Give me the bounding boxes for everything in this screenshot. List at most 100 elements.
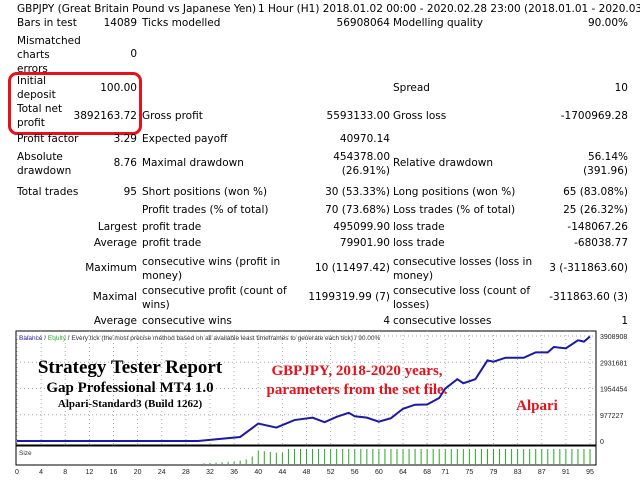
size-label: Size	[19, 450, 32, 457]
size-plot-frame	[15, 445, 597, 466]
total-trades-value: 95	[123, 186, 137, 198]
x-tick-label: 44	[278, 469, 286, 476]
total-trades-label: Total trades	[17, 186, 79, 198]
overlay-note-1: GBPJPY, 2018-2020 years,	[271, 363, 442, 379]
gross-profit-label: Gross profit	[142, 110, 203, 122]
x-tick-label: 36	[230, 469, 238, 476]
bars-value: 14089	[103, 17, 137, 29]
abs-drawdown-value: 8.76	[113, 157, 137, 169]
x-tick-label: 79	[490, 469, 498, 476]
max-losses-label: consecutive losses (loss in money)	[393, 256, 533, 282]
x-tick-label: 28	[182, 469, 190, 476]
ticks-label: Ticks modelled	[142, 17, 221, 29]
x-tick-label: 32	[206, 469, 214, 476]
period: 1 Hour (H1) 2018.01.02 00:00 - 2020.02.2…	[258, 3, 640, 15]
average-profit-label: profit trade	[142, 237, 202, 249]
x-tick-label: 56	[351, 469, 359, 476]
x-tick-label: 91	[562, 469, 570, 476]
average-label: Average	[93, 237, 137, 249]
largest-profit-label: profit trade	[142, 221, 202, 233]
y-tick-label: 1954454	[600, 387, 627, 394]
ticks-value: 56908064	[336, 17, 390, 29]
x-tick-label: 64	[399, 469, 407, 476]
expected-payoff-value: 40970.14	[339, 133, 390, 145]
expected-payoff-label: Expected payoff	[142, 133, 228, 145]
loss-trades-value: 25 (26.32%)	[563, 204, 628, 216]
overlay-note-2: parameters from the set file.	[267, 382, 448, 398]
quality-value: 90.00%	[587, 17, 628, 29]
mismatched-label: Mismatched charts errors	[17, 35, 81, 75]
overlay-server: Alpari-Standard3 (Build 1262)	[58, 398, 203, 410]
x-tick-label: 16	[110, 469, 118, 476]
net-profit-value: 3892163.72	[73, 110, 137, 122]
x-tick-label: 8	[63, 469, 67, 476]
gross-loss-label: Gross loss	[393, 110, 447, 122]
loss-trades-label: Loss trades (% of total)	[393, 204, 516, 216]
symbol: GBPJPY (Great Britain Pound vs Japanese …	[17, 3, 257, 15]
x-tick-label: 20	[134, 469, 142, 476]
profit-factor-label: Profit factor	[17, 133, 79, 145]
y-tick-label: 2931681	[600, 360, 627, 367]
average-profit-value: 79901.90	[339, 237, 390, 249]
average-loss-label: loss trade	[393, 237, 445, 249]
maximal-loss-label: consecutive loss (count of losses)	[393, 285, 531, 311]
profit-trades-label: Profit trades (% of total)	[142, 204, 269, 216]
largest-loss-label: loss trade	[393, 221, 445, 233]
x-tick-label: 12	[85, 469, 93, 476]
x-tick-label: 40	[254, 469, 262, 476]
y-tick-label: 977227	[600, 413, 623, 420]
x-tick-label: 0	[15, 469, 19, 476]
maximum-label: Maximum	[85, 262, 137, 274]
gross-loss-value: -1700969.28	[560, 110, 628, 122]
net-profit-label: Total net profit	[17, 103, 63, 129]
spread-value: 10	[614, 82, 628, 94]
avg-consec-losses-label: consecutive losses	[393, 315, 492, 327]
overlay-title: Strategy Tester Report	[38, 357, 223, 378]
x-tick-label: 71	[441, 469, 449, 476]
avg-consec-wins-label: consecutive wins	[142, 315, 232, 327]
x-tick-label: 48	[303, 469, 311, 476]
initial-deposit-value: 100.00	[100, 82, 137, 94]
profit-trades-value: 70 (73.68%)	[325, 204, 390, 216]
long-label: Long positions (won %)	[393, 186, 516, 198]
max-wins-label: consecutive wins (profit in money)	[142, 256, 281, 282]
spread-label: Spread	[393, 82, 430, 94]
mismatched-value: 0	[130, 48, 137, 60]
profit-factor-value: 3.29	[113, 133, 137, 145]
max-losses-value: 3 (-311863.60)	[549, 262, 628, 274]
initial-deposit-label: Initial deposit	[17, 75, 56, 101]
max-drawdown-label: Maximal drawdown	[142, 157, 244, 169]
y-tick-label: 0	[600, 439, 604, 446]
rel-drawdown-value: 56.14% (391.96)	[583, 151, 628, 177]
long-value: 65 (83.08%)	[563, 186, 628, 198]
x-tick-label: 4	[39, 469, 43, 476]
overlay-broker: Alpari	[516, 398, 558, 414]
x-tick-label: 24	[158, 469, 166, 476]
rel-drawdown-label: Relative drawdown	[393, 157, 494, 169]
x-tick-label: 68	[423, 469, 431, 476]
x-tick-label: 83	[514, 469, 522, 476]
x-tick-label: 87	[538, 469, 546, 476]
balance-line	[17, 335, 591, 442]
highlight-box	[8, 72, 142, 135]
x-tick-label: 75	[465, 469, 473, 476]
avg-consec-wins-value: 4	[383, 315, 390, 327]
gross-profit-value: 5593133.00	[326, 110, 390, 122]
quality-label: Modelling quality	[393, 17, 483, 29]
max-wins-value: 10 (11497.42)	[315, 262, 390, 274]
short-value: 30 (53.33%)	[325, 186, 390, 198]
maximal-profit-label: consecutive profit (count of wins)	[142, 285, 287, 311]
max-drawdown-value: 454378.00 (26.91%)	[333, 151, 390, 177]
overlay-subtitle: Gap Professional MT4 1.0	[46, 380, 213, 396]
avg-consec-label: Average	[93, 315, 137, 327]
short-label: Short positions (won %)	[142, 186, 268, 198]
abs-drawdown-label: Absolute drawdown	[17, 151, 72, 177]
x-tick-label: 95	[586, 469, 594, 476]
main-plot-frame	[15, 330, 597, 446]
chart-legend: Balance / Equity / Every tick (the most …	[19, 335, 381, 342]
largest-loss-value: -148067.26	[567, 221, 628, 233]
maximal-profit-value: 1199319.99 (7)	[308, 291, 390, 303]
bars-label: Bars in test	[17, 17, 77, 29]
x-tick-label: 60	[375, 469, 383, 476]
